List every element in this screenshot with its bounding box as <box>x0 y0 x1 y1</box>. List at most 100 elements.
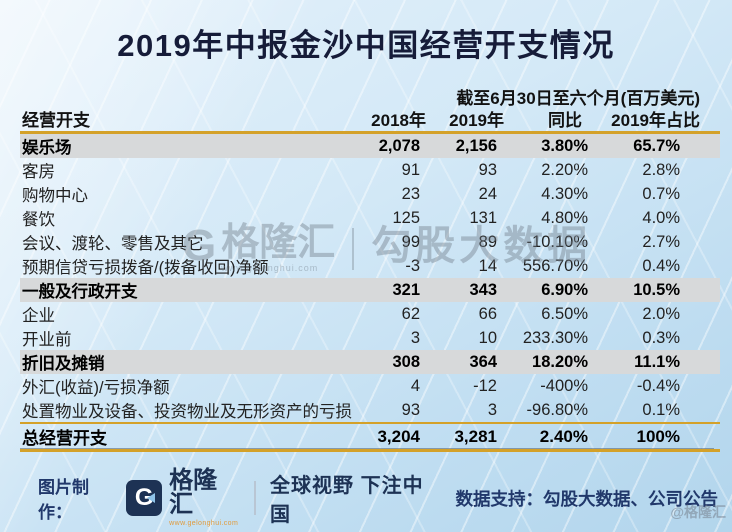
cell-2019-value: 131 <box>469 208 497 227</box>
table-row: 客房 91 93 2.20% 2.8% <box>20 158 720 182</box>
cell-yoy-value: 3.80% <box>506 132 594 158</box>
cell-expense-label: 购物中心 <box>22 187 88 205</box>
cell-yoy-value: 6.90% <box>506 278 594 302</box>
cell-yoy-value: -96.80% <box>526 400 588 419</box>
cell-yoy-value: 4.30% <box>541 184 588 203</box>
footer-divider <box>254 481 257 515</box>
cell-share-value: 0.7% <box>642 184 680 203</box>
cell-2018-value: 93 <box>401 400 420 419</box>
cell-expense-label: 餐饮 <box>22 211 55 229</box>
gelonghui-logo-icon: G <box>126 480 163 516</box>
corner-watermark: @格隆汇 <box>670 504 726 520</box>
col-header-yoy: 同比 <box>506 106 594 134</box>
table-row: 购物中心 23 24 4.30% 0.7% <box>20 182 720 206</box>
cell-2018-value: -3 <box>405 256 420 275</box>
cell-2018-value: 91 <box>401 160 420 179</box>
cell-2018-value: 62 <box>401 304 420 323</box>
brand-block: 格隆汇 www.gelonghui.com <box>169 467 239 528</box>
table-row: 开业前 3 10 233.30% 0.3% <box>20 326 720 350</box>
expense-table-body: 娱乐场 2,078 2,156 3.80% 65.7% 客房 91 93 2.20% 2.8% 购物… <box>20 132 720 424</box>
total-2018-value: 3,204 <box>360 422 428 452</box>
table-row: 处置物业及设备、投资物业及无形资产的亏损 93 3 -96.80% 0.1% <box>20 398 720 423</box>
cell-expense-label: 一般及行政开支 <box>20 278 360 302</box>
cell-2019-value: 89 <box>478 232 497 251</box>
cell-2019-value: 14 <box>478 256 497 275</box>
col-header-2018: 2018年 <box>360 106 428 134</box>
table-row: 折旧及摊销 308 364 18.20% 11.1% <box>20 350 720 374</box>
cell-expense-label: 会议、渡轮、零售及其它 <box>22 235 204 253</box>
brand-url: www.gelonghui.com <box>169 520 239 527</box>
footer-separator-line <box>20 448 714 449</box>
expense-table: 经营开支 2018年 2019年 同比 2019年占比 娱乐场 2,078 2,15… <box>20 106 720 452</box>
cell-yoy-value: -400% <box>540 376 588 395</box>
cell-yoy-value: 233.30% <box>522 328 588 347</box>
cell-2019-value: 2,156 <box>428 132 506 158</box>
cell-2019-value: 66 <box>478 304 497 323</box>
cell-share-value: 0.4% <box>642 256 680 275</box>
col-header-share: 2019年占比 <box>594 106 720 134</box>
cell-expense-label: 娱乐场 <box>20 132 360 158</box>
logo-glyph: G <box>134 484 154 511</box>
cell-2018-value: 2,078 <box>360 132 428 158</box>
brand-slogan: 全球视野 下注中国 <box>270 475 424 526</box>
table-row: 外汇(收益)/亏损净额 4 -12 -400% -0.4% <box>20 374 720 398</box>
col-header-expense: 经营开支 <box>20 106 360 134</box>
made-by-label: 图片制作： <box>38 478 89 522</box>
data-support-label: 数据支持：勾股大数据、公司公告 <box>455 488 719 509</box>
cell-yoy-value: 18.20% <box>506 350 594 374</box>
table-row: 一般及行政开支 321 343 6.90% 10.5% <box>20 278 720 302</box>
table-row: 预期信贷亏损拨备/(拨备收回)净额 -3 14 556.70% 0.4% <box>20 254 720 278</box>
cell-share-value: 4.0% <box>642 208 680 227</box>
footer: 图片制作： G 格隆汇 www.gelonghui.com 全球视野 下注中国 … <box>38 469 719 528</box>
cell-expense-label: 企业 <box>22 307 55 325</box>
table-row: 娱乐场 2,078 2,156 3.80% 65.7% <box>20 132 720 158</box>
cell-2019-value: 364 <box>428 350 506 374</box>
cell-2018-value: 23 <box>401 184 420 203</box>
cell-share-value: -0.4% <box>636 376 680 395</box>
cell-2018-value: 125 <box>392 208 420 227</box>
cell-share-value: 2.8% <box>642 160 680 179</box>
cell-yoy-value: -10.10% <box>526 232 588 251</box>
cell-share-value: 0.1% <box>642 400 680 419</box>
cell-2019-value: -12 <box>473 376 497 395</box>
unit-note: 截至6月30日至六个月(百万美元) <box>456 89 700 108</box>
cell-share-value: 10.5% <box>594 278 720 302</box>
cell-2019-value: 24 <box>478 184 497 203</box>
cell-2019-value: 93 <box>478 160 497 179</box>
cell-expense-label: 预期信贷亏损拨备/(拨备收回)净额 <box>22 259 269 277</box>
cell-2018-value: 3 <box>410 328 420 347</box>
cell-2018-value: 99 <box>401 232 420 251</box>
total-2019-value: 3,281 <box>428 422 506 452</box>
cell-share-value: 11.1% <box>594 350 720 374</box>
total-yoy-value: 2.40% <box>506 422 594 452</box>
col-header-2019: 2019年 <box>428 106 506 134</box>
cell-2018-value: 308 <box>360 350 428 374</box>
cell-expense-label: 外汇(收益)/亏损净额 <box>22 379 170 397</box>
page-title: 2019年中报金沙中国经营开支情况 <box>117 28 615 63</box>
cell-expense-label: 客房 <box>22 163 55 181</box>
cell-share-value: 2.0% <box>642 304 680 323</box>
table-row: 企业 62 66 6.50% 2.0% <box>20 302 720 326</box>
cell-share-value: 0.3% <box>642 328 680 347</box>
cell-2018-value: 321 <box>360 278 428 302</box>
cell-yoy-value: 556.70% <box>522 256 588 275</box>
cell-yoy-value: 4.80% <box>541 208 588 227</box>
total-row: 总经营开支 3,204 3,281 2.40% 100% <box>20 422 720 452</box>
cell-2019-value: 343 <box>428 278 506 302</box>
total-label: 总经营开支 <box>20 422 360 452</box>
table-row: 会议、渡轮、零售及其它 99 89 -10.10% 2.7% <box>20 230 720 254</box>
cell-share-value: 65.7% <box>594 132 720 158</box>
cell-share-value: 2.7% <box>642 232 680 251</box>
cell-2019-value: 10 <box>478 328 497 347</box>
brand-name: 格隆汇 <box>169 467 218 518</box>
cell-yoy-value: 6.50% <box>541 304 588 323</box>
cell-expense-label: 折旧及摊销 <box>20 350 360 374</box>
cell-expense-label: 处置物业及设备、投资物业及无形资产的亏损 <box>22 403 352 421</box>
table-row: 餐饮 125 131 4.80% 4.0% <box>20 206 720 230</box>
cell-yoy-value: 2.20% <box>541 160 588 179</box>
cell-2019-value: 3 <box>487 400 497 419</box>
total-share-value: 100% <box>594 422 720 452</box>
table-header-row: 经营开支 2018年 2019年 同比 2019年占比 <box>20 106 720 134</box>
cell-expense-label: 开业前 <box>22 331 72 349</box>
